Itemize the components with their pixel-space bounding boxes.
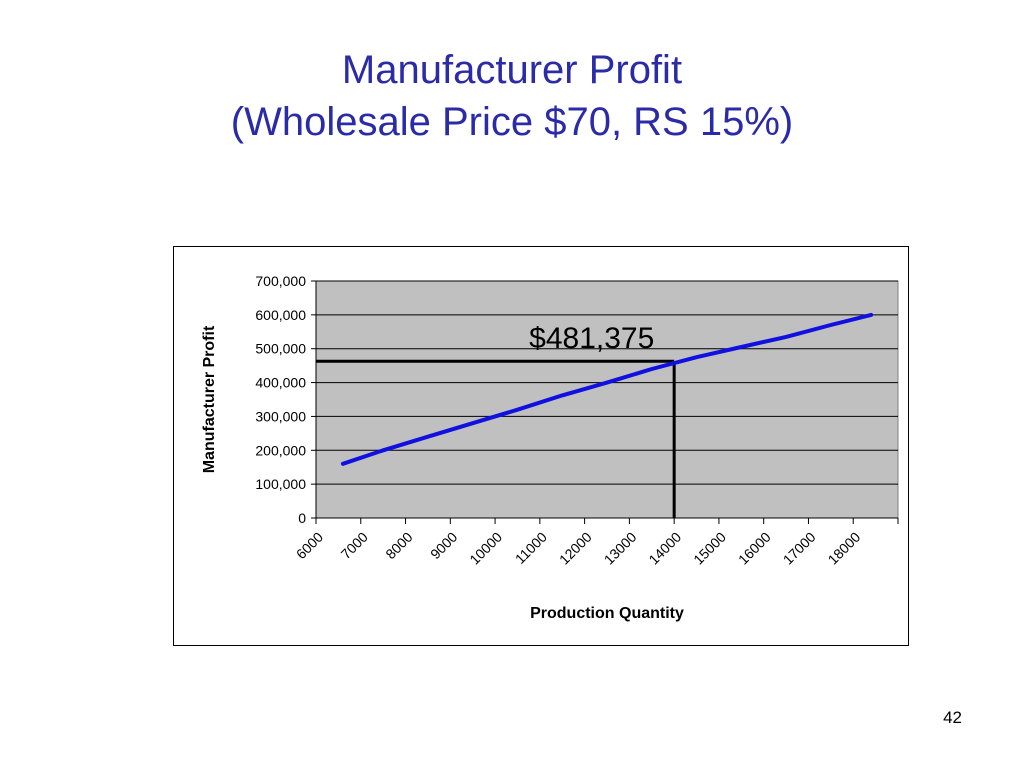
y-tick-label: 500,000 xyxy=(255,341,306,357)
slide-title-line-1: Manufacturer Profit xyxy=(341,48,683,92)
y-tick-label: 0 xyxy=(298,510,306,526)
y-tick-label: 700,000 xyxy=(255,273,306,289)
x-tick-label: 10000 xyxy=(466,529,505,568)
x-tick-label: 8000 xyxy=(382,529,415,562)
chart-frame: 0 100,000 200,000 300,000 400,000 500,000 600,… xyxy=(173,246,909,646)
y-tick-label: 600,000 xyxy=(255,307,306,323)
x-tick-label: 16000 xyxy=(735,529,774,568)
x-tick-label: 15000 xyxy=(690,529,729,568)
x-tick-label: 9000 xyxy=(427,529,460,562)
y-tick-label: 100,000 xyxy=(255,476,306,492)
x-tick-label: 17000 xyxy=(780,529,819,568)
x-tick-label: 11000 xyxy=(512,529,550,567)
plot-area xyxy=(315,280,899,519)
x-axis-title: Production Quantity xyxy=(530,605,684,622)
y-axis-title: Manufacturer Profit xyxy=(201,325,218,473)
x-tick-label: 18000 xyxy=(825,529,864,568)
profit-series-line xyxy=(340,312,874,466)
x-tick-label: 7000 xyxy=(338,529,371,562)
y-tick-label: 400,000 xyxy=(255,375,306,391)
profit-line-chart: 0 100,000 200,000 300,000 400,000 500,000 600,… xyxy=(201,273,899,622)
y-tick-label: 200,000 xyxy=(255,442,306,458)
x-tick-label: 13000 xyxy=(601,529,640,568)
x-tick-label: 12000 xyxy=(556,529,595,568)
x-tick-label: 14000 xyxy=(645,529,684,568)
slide-title: Manufacturer Profit (Wholesale Price $70… xyxy=(0,44,1024,148)
y-tick-label: 300,000 xyxy=(255,408,306,424)
x-tick-label: 6000 xyxy=(293,529,326,562)
annotation-label: $481,375 xyxy=(529,322,654,355)
slide-title-line-2: (Wholesale Price $70, RS 15%) xyxy=(230,100,794,144)
page-number: 42 xyxy=(943,708,962,727)
